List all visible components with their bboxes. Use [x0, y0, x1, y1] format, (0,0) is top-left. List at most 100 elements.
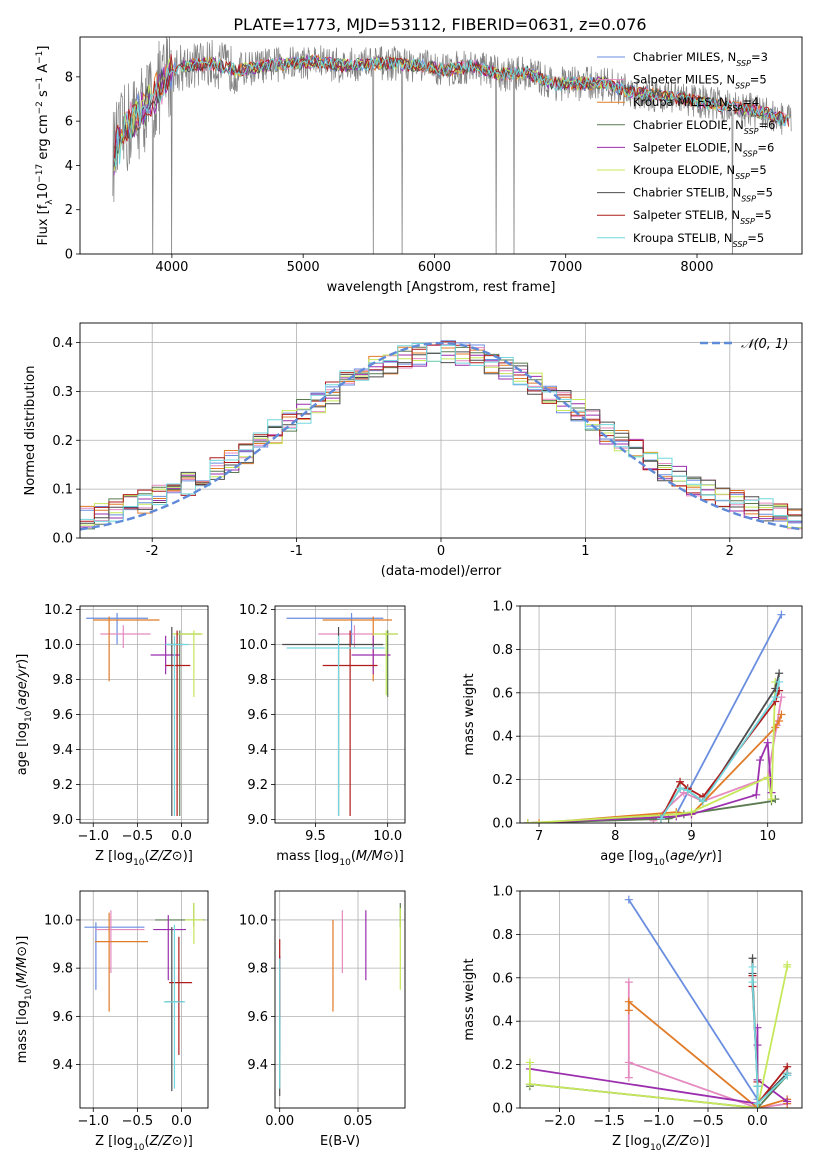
x-tick-label: −1.5: [593, 1114, 625, 1129]
weight-marker: [777, 610, 786, 619]
weight-marker: [775, 669, 784, 678]
weight-marker: [783, 1069, 792, 1078]
weight-marker: [756, 756, 765, 765]
y-tick-label: 0.4: [492, 1015, 513, 1030]
y-tick-label: 1.0: [492, 600, 513, 615]
mass-vs-Z-frame: [79, 890, 209, 1109]
weight-marker: [624, 997, 633, 1006]
x-tick-label: 7000: [549, 260, 582, 275]
weight-marker: [783, 960, 792, 969]
y-tick-label: 9.2: [52, 778, 73, 793]
residuals-axes: -2 -1 0 1 2 0.0 0.1 0.2 0.3 0.4: [52, 323, 802, 559]
y-tick-label: 6: [65, 115, 73, 130]
x-tick-label: 8: [611, 829, 619, 844]
y-tick-label: 0: [65, 248, 73, 263]
weight-marker: [777, 710, 786, 719]
y-tick-label: 0.0: [492, 817, 513, 832]
y-tick-label: 9.4: [52, 743, 73, 758]
x-tick-label: 10.0: [373, 829, 402, 844]
y-tick-label: 9.8: [247, 673, 268, 688]
weight-marker: [767, 795, 776, 804]
y-tick-label: 9.8: [52, 673, 73, 688]
weight-marker: [624, 978, 633, 987]
x-tick-label: 7: [535, 829, 543, 844]
weight-marker: [676, 784, 685, 793]
weight-marker: [672, 810, 681, 819]
x-tick-label: 0.0: [747, 1114, 768, 1129]
weight-marker: [771, 723, 780, 732]
weight-vs-Z-frame: [519, 890, 803, 1109]
y-tick-label: 9.4: [247, 1058, 268, 1073]
y-tick-label: 0.4: [492, 730, 513, 745]
y-tick-label: 9.6: [247, 1010, 268, 1025]
x-tick-label: 0.05: [344, 1114, 373, 1129]
x-tick-label: −0.5: [122, 829, 154, 844]
weight-marker: [752, 790, 761, 799]
figure-title: PLATE=1773, MJD=53112, FIBERID=0631, z=0…: [233, 15, 646, 34]
age-vs-mass-axes: 9.5 10.0 9.0 9.2 9.4 9.6 9.8 10.0 10.2: [239, 603, 405, 844]
weight-marker: [775, 717, 784, 726]
residuals-ylabel: Normed distribution: [23, 366, 38, 496]
y-tick-label: 10.2: [44, 603, 73, 618]
age-vs-Z-frame: [79, 605, 209, 824]
x-tick-label: 9.5: [305, 829, 326, 844]
y-tick-label: 0.2: [492, 773, 513, 788]
weight-vs-age-axes: 7 8 9 10 0.0 0.2 0.4 0.6 0.8 1.0: [492, 600, 802, 844]
weight-line-kroupa-elodie: [527, 681, 777, 823]
x-tick-label: 0.0: [171, 829, 192, 844]
weight-marker: [753, 1082, 762, 1091]
weight-marker: [683, 786, 692, 795]
weight-marker: [753, 1099, 762, 1108]
mass-vs-EBV-frame: [274, 890, 406, 1109]
y-tick-label: 10.2: [239, 603, 268, 618]
chart-layer: 4000 5000 6000 7000 8000 0 2 4 6 8 Chabrier MILES,…: [15, 36, 803, 1153]
legend-label: Chabrier ELODIE, NSSP=6: [633, 118, 775, 136]
weight-marker: [763, 738, 772, 747]
y-tick-label: 0.2: [52, 434, 73, 449]
mass-vs-EBV-points: [279, 903, 401, 1096]
weight-vs-Z-ylabel: mass weight: [462, 958, 477, 1040]
y-tick-label: 0.8: [492, 643, 513, 658]
y-tick-label: 1.0: [492, 885, 513, 900]
x-tick-label: 1: [581, 544, 589, 559]
weight-line-kroupa-miles: [539, 714, 783, 823]
weight-marker: [687, 808, 696, 817]
x-tick-label: 0.00: [265, 1114, 294, 1129]
y-tick-label: 0.2: [492, 1058, 513, 1073]
x-tick-label: 6000: [418, 260, 451, 275]
y-tick-label: 10.0: [239, 913, 268, 928]
age-vs-Z-ylabel: age [log10(age/yr)]: [15, 654, 34, 776]
spectrum-legend: Chabrier MILES, NSSP=3 Salpeter MILES, NS…: [597, 50, 775, 248]
y-tick-label: 2: [65, 203, 73, 218]
mass-vs-EBV-xlabel: E(B-V): [320, 1134, 360, 1149]
x-tick-label: 5000: [287, 260, 320, 275]
residuals-xlabel: (data-model)/error: [381, 564, 502, 579]
y-tick-label: 9.0: [52, 813, 73, 828]
weight-line-kroupa-stelib: [660, 681, 780, 820]
x-tick-label: 9: [687, 829, 695, 844]
y-tick-label: 8: [65, 70, 73, 85]
weight-marker: [624, 895, 633, 904]
weight-vs-Z-xlabel: Z [log10(Z/Z⊙)]: [612, 1134, 710, 1153]
legend-label: Kroupa MILES, NSSP=4: [633, 95, 759, 113]
weight-marker: [775, 677, 784, 686]
weight-vs-Z-lines: [525, 895, 792, 1108]
y-tick-label: 10.0: [239, 638, 268, 653]
weight-vs-age-frame: [519, 605, 803, 824]
weight-vs-age-ylabel: mass weight: [462, 673, 477, 755]
x-tick-label: 2: [726, 544, 734, 559]
x-tick-label: 4000: [155, 260, 188, 275]
age-vs-mass-xlabel: mass [log10(M/M⊙)]: [276, 849, 404, 868]
age-vs-Z-points: [86, 613, 203, 816]
x-tick-label: 10: [759, 829, 776, 844]
y-tick-label: 9.4: [247, 743, 268, 758]
mass-vs-EBV-axes: 0.00 0.05 9.4 9.6 9.8 10.0: [239, 891, 405, 1129]
spectrum-traces: [112, 37, 792, 254]
y-tick-label: 9.8: [247, 962, 268, 977]
y-tick-label: 9.8: [52, 962, 73, 977]
mass-vs-Z-ylabel: mass [log10(M/M⊙)]: [15, 936, 34, 1064]
model-spectrum-kroupa-stelib: [113, 54, 789, 167]
weight-line-chabrier-elodie: [527, 798, 776, 823]
legend-label: Kroupa STELIB, NSSP=5: [633, 231, 764, 249]
weight-marker: [748, 978, 757, 987]
